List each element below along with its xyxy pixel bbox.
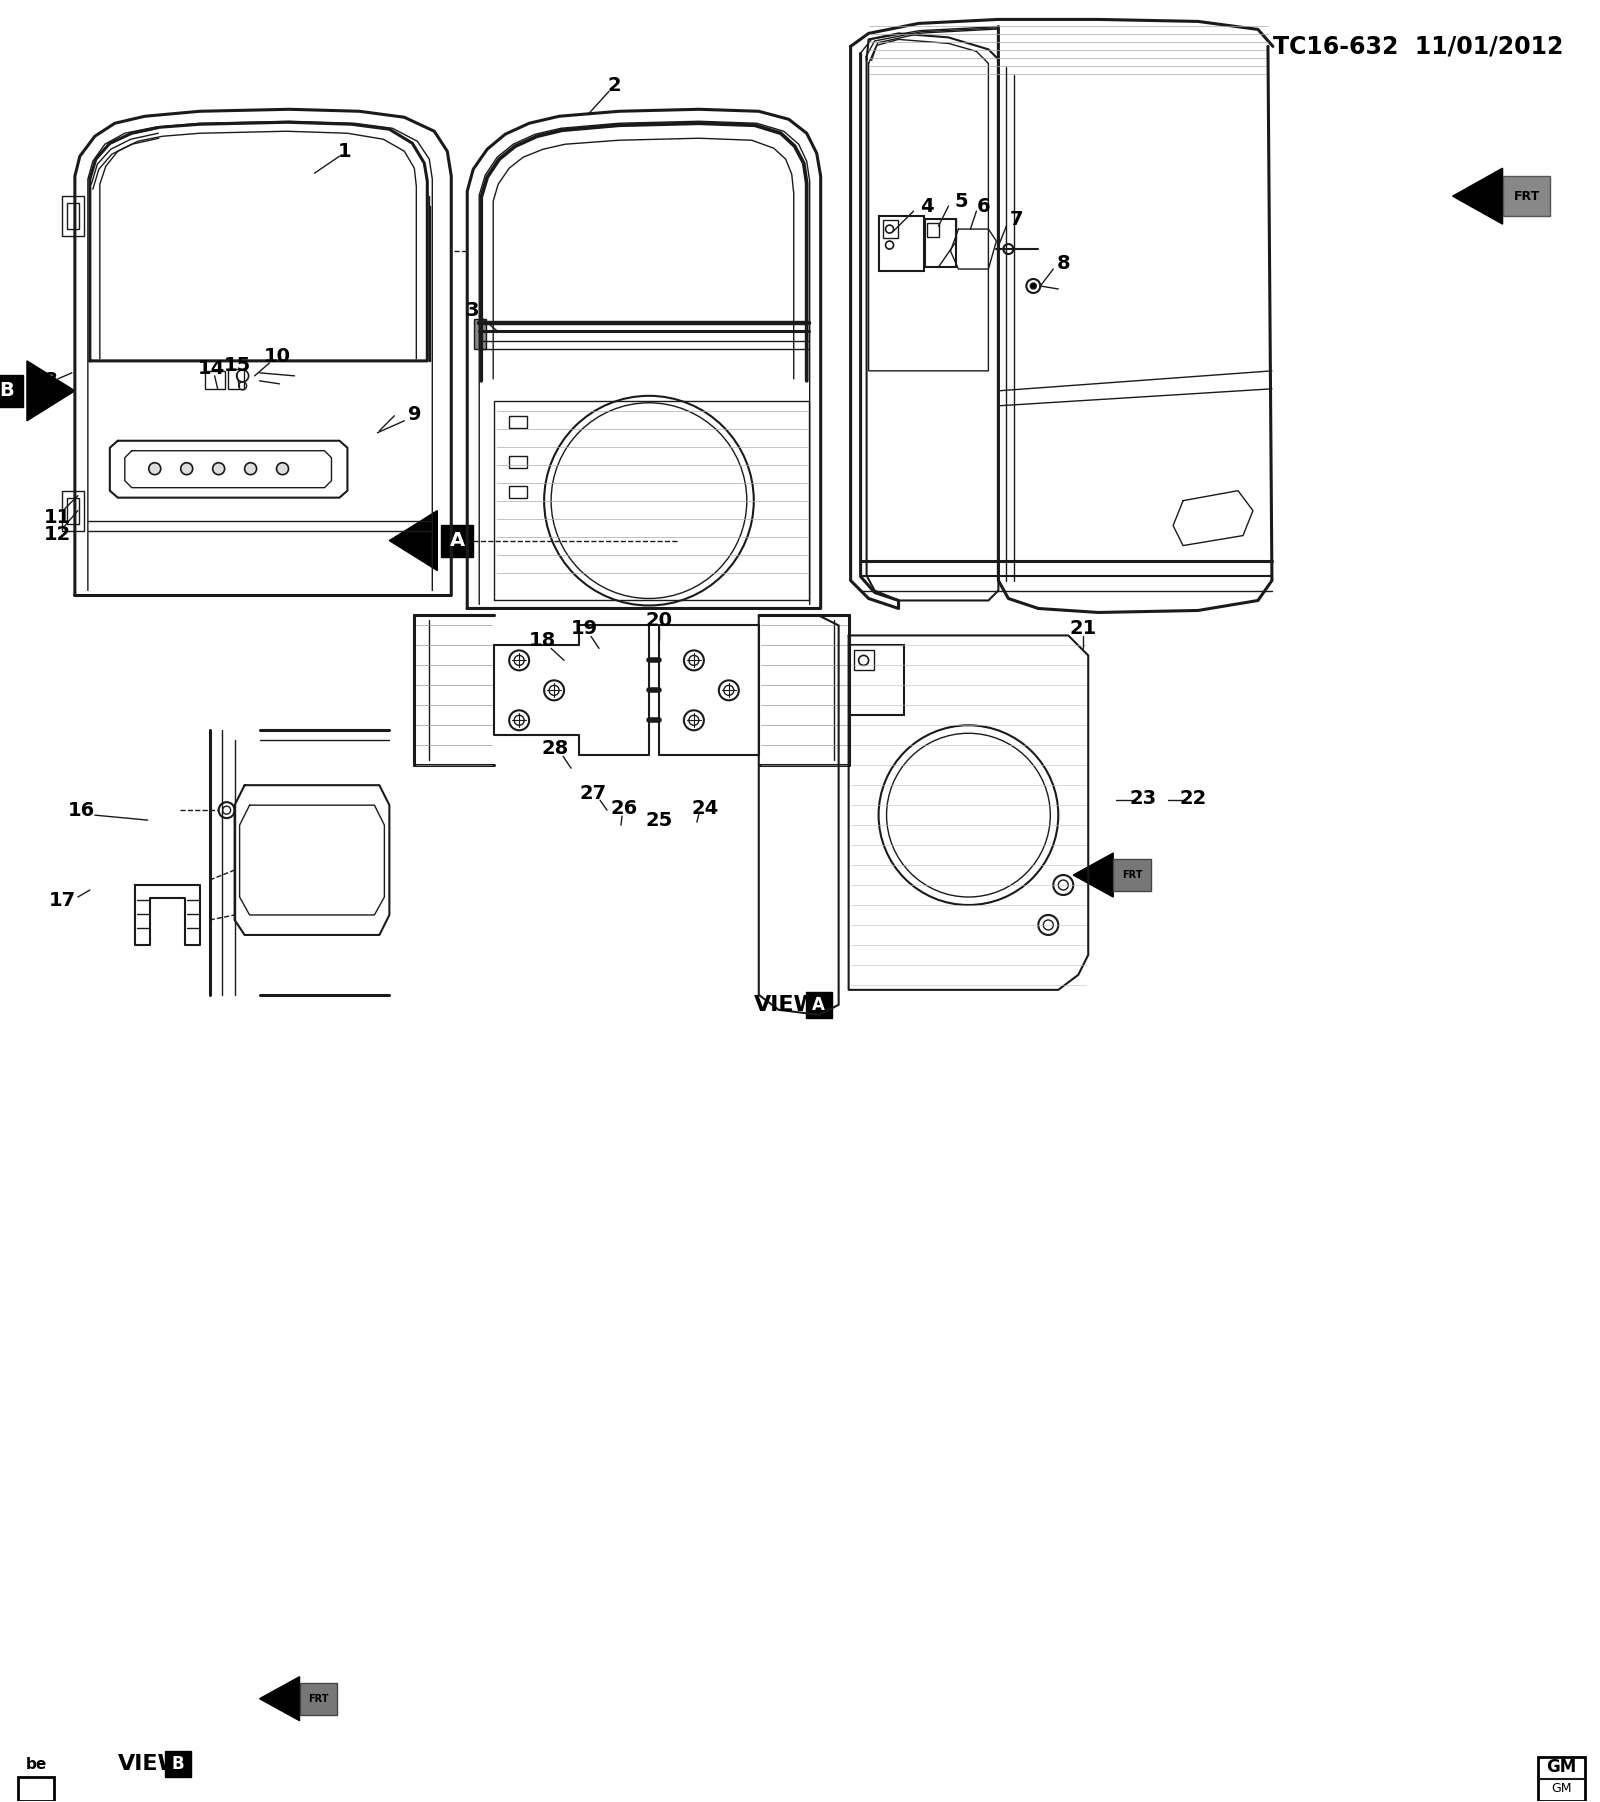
Text: 17: 17 (48, 890, 75, 910)
Text: GM: GM (1552, 1782, 1571, 1795)
Bar (1538, 1757, 1586, 1800)
Text: GM: GM (1546, 1757, 1576, 1775)
Text: 27: 27 (579, 784, 606, 802)
Polygon shape (389, 510, 437, 571)
Text: 2: 2 (606, 76, 621, 96)
Polygon shape (259, 1676, 299, 1721)
Bar (848, 645, 904, 715)
Text: B: B (171, 1755, 184, 1773)
Text: 10: 10 (264, 348, 291, 366)
Bar (165, 1750, 190, 1777)
Polygon shape (27, 360, 75, 422)
Text: 24: 24 (691, 798, 718, 818)
Text: VIEW: VIEW (118, 1753, 182, 1773)
Bar (925, 220, 957, 267)
Text: FRT: FRT (1122, 870, 1142, 879)
Text: 13: 13 (32, 371, 59, 391)
Text: 16: 16 (69, 800, 96, 820)
Text: FRT: FRT (1514, 189, 1539, 202)
Bar (806, 991, 832, 1018)
Text: 23: 23 (1130, 789, 1157, 807)
Text: 6: 6 (976, 196, 990, 216)
Bar (928, 223, 939, 238)
Text: 4: 4 (920, 196, 933, 216)
Bar (442, 524, 474, 557)
Text: 18: 18 (528, 631, 555, 651)
Circle shape (181, 463, 192, 474)
Bar (0, 375, 22, 407)
Bar (474, 319, 486, 350)
Text: 25: 25 (645, 811, 672, 829)
Text: be: be (26, 1757, 46, 1771)
Text: A: A (450, 532, 466, 550)
Bar (62, 196, 83, 236)
Circle shape (213, 463, 224, 474)
Text: 28: 28 (541, 739, 568, 759)
Bar (299, 1683, 338, 1716)
Bar (509, 487, 526, 497)
Bar (1114, 860, 1150, 890)
Bar (67, 204, 78, 229)
Text: 15: 15 (224, 357, 251, 375)
Bar (878, 216, 923, 270)
Text: 9: 9 (408, 405, 421, 423)
Bar (854, 651, 874, 670)
Text: 11: 11 (45, 508, 72, 528)
Text: 1: 1 (338, 142, 352, 160)
Text: 7: 7 (1010, 209, 1022, 229)
Polygon shape (1074, 852, 1114, 897)
Circle shape (1030, 283, 1037, 288)
Bar (1502, 177, 1550, 216)
Circle shape (245, 463, 256, 474)
Text: 19: 19 (571, 618, 598, 638)
Bar (205, 371, 224, 389)
Text: TC16-632  11/01/2012: TC16-632 11/01/2012 (1272, 34, 1563, 58)
Text: 14: 14 (198, 359, 226, 378)
Circle shape (149, 463, 160, 474)
Text: 5: 5 (955, 191, 968, 211)
Text: 26: 26 (610, 798, 638, 818)
Bar (509, 456, 526, 469)
Polygon shape (1453, 168, 1502, 223)
Bar (883, 220, 898, 238)
Text: A: A (813, 997, 826, 1015)
Text: 22: 22 (1179, 789, 1206, 807)
Bar (227, 369, 243, 389)
Bar (67, 497, 78, 524)
Circle shape (277, 463, 288, 474)
Bar (509, 416, 526, 427)
Text: 21: 21 (1070, 618, 1098, 638)
Text: 20: 20 (645, 611, 672, 631)
Text: 3: 3 (466, 301, 478, 321)
Text: FRT: FRT (309, 1694, 328, 1703)
Bar (18, 1777, 54, 1800)
Bar (62, 490, 83, 530)
Text: 12: 12 (45, 524, 72, 544)
Text: B: B (0, 382, 14, 400)
Text: 8: 8 (1056, 254, 1070, 272)
Text: VIEW: VIEW (754, 995, 819, 1015)
